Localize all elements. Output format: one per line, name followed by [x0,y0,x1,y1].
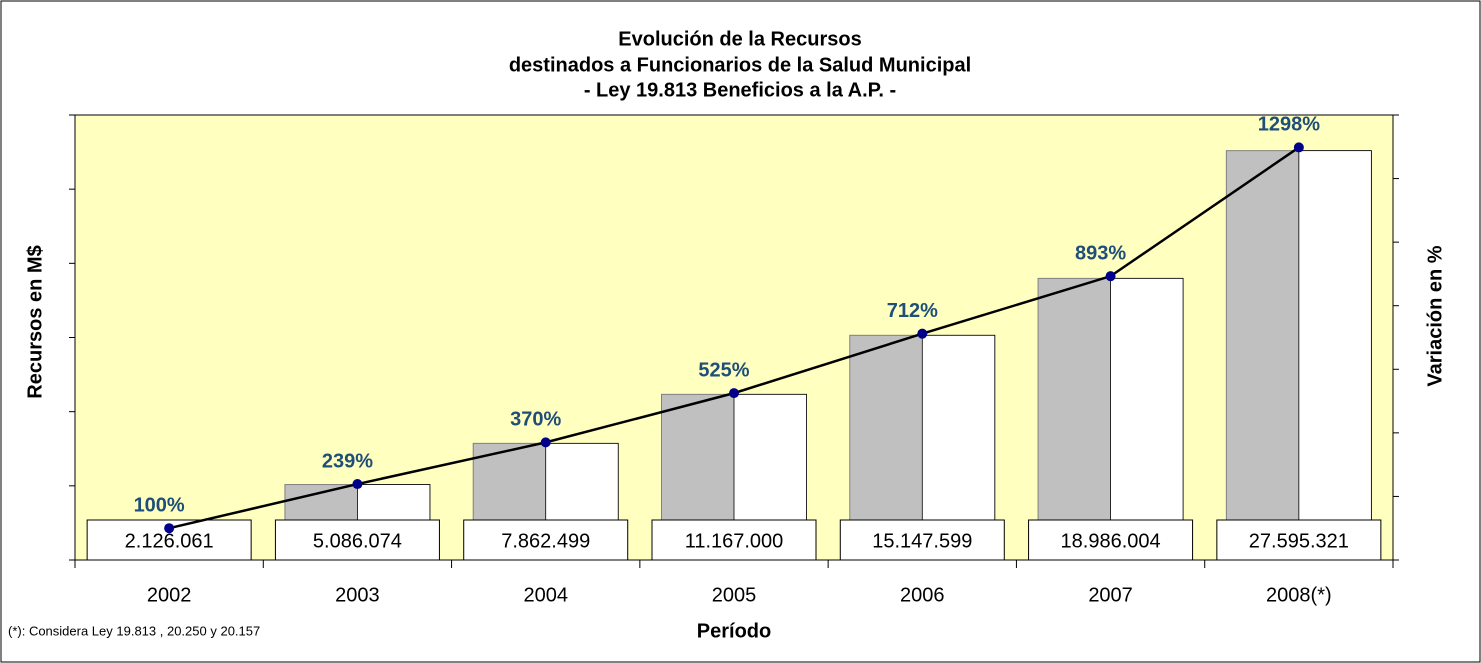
value-label: 5.086.074 [313,530,402,552]
value-label: 11.167.000 [685,530,784,552]
data-label: 525% [698,359,749,381]
value-label: 2.126.061 [125,530,214,552]
value-label: 27.595.321 [1249,530,1349,552]
value-box [839,519,1005,561]
line-point [540,437,551,448]
line-point [352,479,363,490]
chart-title: Evolución de la Recursos [618,28,861,50]
value-box [1216,519,1382,561]
value-box [274,519,440,561]
value-label: 7.862.499 [501,530,590,552]
x-tick-label: 2005 [712,584,757,606]
data-label: 100% [134,494,185,516]
x-tick-label: 2008(*) [1266,584,1332,606]
value-box [463,519,629,561]
line-point [1293,142,1304,153]
footnote: (*): Considera Ley 19.813 , 20.250 y 20.… [8,623,260,638]
chart-subtitle: destinados a Funcionarios de la Salud Mu… [509,54,971,76]
data-label: 712% [887,300,938,322]
value-label: 15.147.599 [872,530,972,552]
data-label: 370% [510,409,561,431]
chart-subtitle: - Ley 19.813 Beneficios a la A.P. - [584,79,896,101]
data-label: 1298% [1258,114,1320,136]
value-label: 18.986.004 [1061,530,1161,552]
x-tick-label: 2002 [147,584,192,606]
value-box [1028,519,1194,561]
x-axis-title: Período [697,620,771,642]
x-tick-label: 2003 [335,584,380,606]
x-tick-label: 2004 [523,584,568,606]
line-point [729,388,739,399]
line-point [164,523,175,534]
bar-doc [1110,277,1184,561]
data-label: 239% [322,450,373,472]
x-tick-label: 2007 [1088,584,1133,606]
bar-doc [1298,150,1372,561]
value-box [651,519,817,561]
x-tick-label: 2006 [900,584,945,606]
data-label: 893% [1075,242,1126,264]
y-axis-title: Recursos en M$ [24,245,46,398]
line-point [1105,271,1116,282]
y2-axis-title: Variación en % [1424,245,1446,386]
line-point [917,328,928,339]
